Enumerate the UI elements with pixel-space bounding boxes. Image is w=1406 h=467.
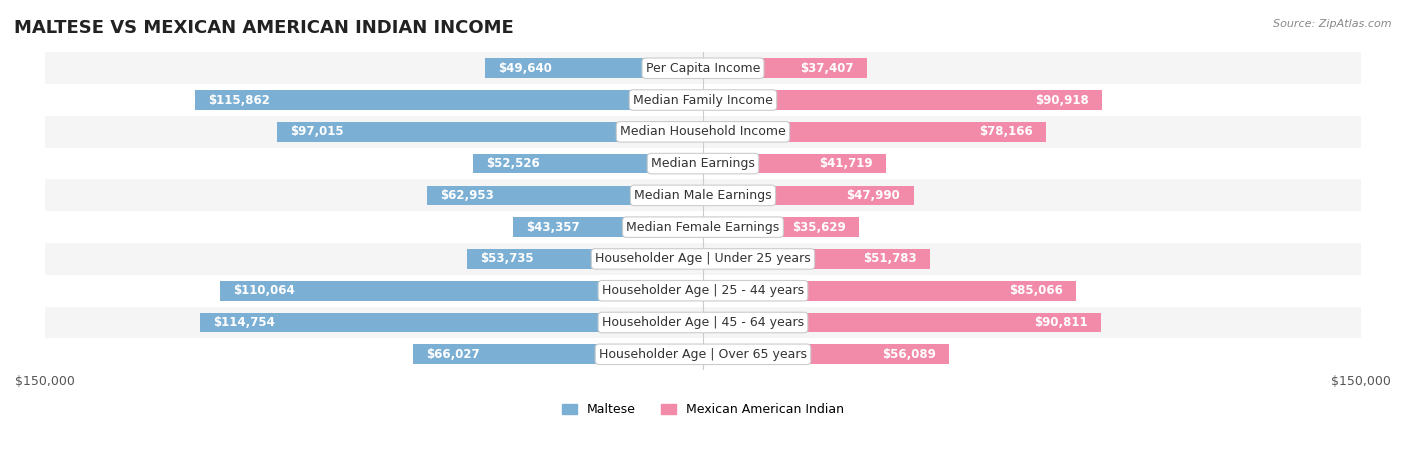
Bar bbox=[277, 122, 703, 142]
Text: Median Female Earnings: Median Female Earnings bbox=[627, 221, 779, 234]
Bar bbox=[703, 312, 1101, 333]
Text: $53,735: $53,735 bbox=[481, 253, 534, 265]
Text: Householder Age | 45 - 64 years: Householder Age | 45 - 64 years bbox=[602, 316, 804, 329]
Text: $43,357: $43,357 bbox=[526, 221, 579, 234]
Bar bbox=[45, 179, 1361, 211]
Bar bbox=[703, 345, 949, 364]
Text: $51,783: $51,783 bbox=[863, 253, 917, 265]
Bar bbox=[703, 217, 859, 237]
Text: Householder Age | Under 25 years: Householder Age | Under 25 years bbox=[595, 253, 811, 265]
Bar bbox=[703, 122, 1046, 142]
Bar bbox=[467, 249, 703, 269]
Bar bbox=[45, 52, 1361, 84]
Text: $56,089: $56,089 bbox=[882, 348, 936, 361]
Text: Median Earnings: Median Earnings bbox=[651, 157, 755, 170]
Text: $41,719: $41,719 bbox=[820, 157, 873, 170]
Bar bbox=[45, 116, 1361, 148]
Bar bbox=[45, 275, 1361, 307]
Bar bbox=[45, 211, 1361, 243]
Bar bbox=[413, 345, 703, 364]
Bar bbox=[703, 154, 886, 173]
Text: $47,990: $47,990 bbox=[846, 189, 900, 202]
Text: $115,862: $115,862 bbox=[208, 93, 270, 106]
Text: $49,640: $49,640 bbox=[498, 62, 553, 75]
Text: Median Household Income: Median Household Income bbox=[620, 125, 786, 138]
Bar bbox=[513, 217, 703, 237]
Bar bbox=[194, 90, 703, 110]
Text: $110,064: $110,064 bbox=[233, 284, 295, 297]
Text: $90,811: $90,811 bbox=[1035, 316, 1088, 329]
Text: $97,015: $97,015 bbox=[291, 125, 344, 138]
Text: Source: ZipAtlas.com: Source: ZipAtlas.com bbox=[1274, 19, 1392, 28]
Bar bbox=[200, 312, 703, 333]
Text: $52,526: $52,526 bbox=[485, 157, 540, 170]
Text: $90,918: $90,918 bbox=[1035, 93, 1088, 106]
Text: Median Male Earnings: Median Male Earnings bbox=[634, 189, 772, 202]
Text: $35,629: $35,629 bbox=[793, 221, 846, 234]
Bar bbox=[45, 84, 1361, 116]
Bar bbox=[703, 281, 1076, 301]
Text: $78,166: $78,166 bbox=[979, 125, 1033, 138]
Legend: Maltese, Mexican American Indian: Maltese, Mexican American Indian bbox=[557, 398, 849, 421]
Text: Householder Age | Over 65 years: Householder Age | Over 65 years bbox=[599, 348, 807, 361]
Bar bbox=[45, 148, 1361, 179]
Bar bbox=[703, 90, 1102, 110]
Bar bbox=[427, 185, 703, 205]
Bar bbox=[45, 243, 1361, 275]
Bar bbox=[472, 154, 703, 173]
Text: Householder Age | 25 - 44 years: Householder Age | 25 - 44 years bbox=[602, 284, 804, 297]
Text: Median Family Income: Median Family Income bbox=[633, 93, 773, 106]
Bar bbox=[703, 185, 914, 205]
Bar bbox=[703, 58, 868, 78]
Bar bbox=[45, 339, 1361, 370]
Text: $66,027: $66,027 bbox=[426, 348, 479, 361]
Text: $85,066: $85,066 bbox=[1010, 284, 1063, 297]
Bar bbox=[221, 281, 703, 301]
Text: $62,953: $62,953 bbox=[440, 189, 494, 202]
Text: $114,754: $114,754 bbox=[212, 316, 274, 329]
Bar bbox=[485, 58, 703, 78]
Text: $37,407: $37,407 bbox=[800, 62, 853, 75]
Bar bbox=[703, 249, 931, 269]
Text: Per Capita Income: Per Capita Income bbox=[645, 62, 761, 75]
Bar bbox=[45, 307, 1361, 339]
Text: MALTESE VS MEXICAN AMERICAN INDIAN INCOME: MALTESE VS MEXICAN AMERICAN INDIAN INCOM… bbox=[14, 19, 513, 37]
